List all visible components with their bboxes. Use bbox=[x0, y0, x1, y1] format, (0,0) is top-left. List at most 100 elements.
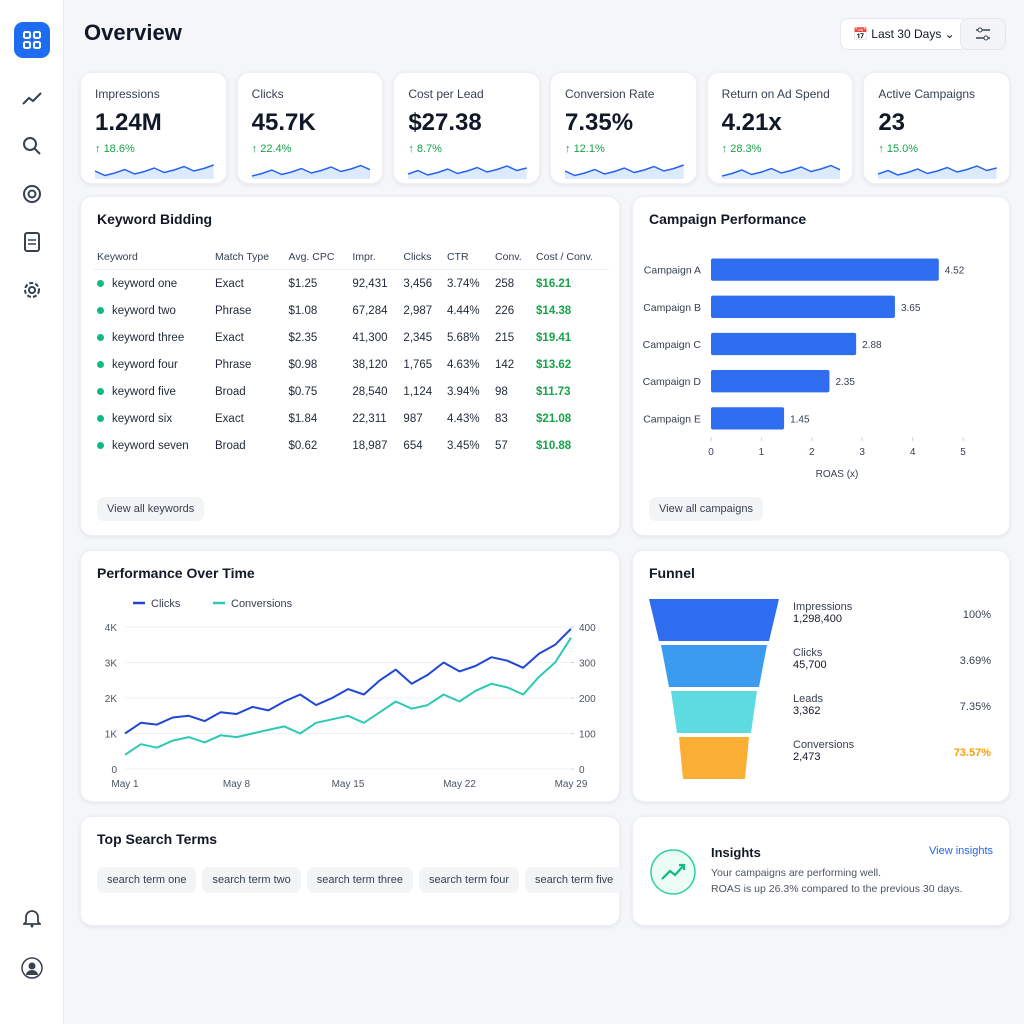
table-row: keyword five Broad $0.75 28,540 1,124 3.94% 98… bbox=[93, 378, 609, 405]
table-body: keyword one Exact $1.25 92,431 3,456 3.74% 258… bbox=[93, 270, 609, 460]
cell-text: 67,284 bbox=[352, 304, 388, 317]
cell-text: 258 bbox=[495, 277, 515, 290]
table-cell: keyword two bbox=[93, 297, 211, 324]
cell-text: 92,431 bbox=[352, 277, 388, 290]
funnel-graphic bbox=[649, 599, 779, 779]
search-term-chip: search term two bbox=[202, 867, 301, 893]
kpi-value: $27.38 bbox=[408, 109, 482, 136]
cell-text: 5.68% bbox=[446, 331, 480, 344]
nav-search[interactable] bbox=[14, 128, 50, 164]
nav-profile[interactable] bbox=[14, 950, 50, 986]
insights-line: Your campaigns are performing well. bbox=[711, 867, 882, 879]
table-row: keyword one Exact $1.25 92,431 3,456 3.74% 258… bbox=[93, 270, 609, 298]
nav-targets[interactable] bbox=[14, 176, 50, 212]
sparkline bbox=[565, 164, 684, 179]
table-cell: 38,120 bbox=[348, 351, 399, 378]
kpi-change: ↑ 12.1% bbox=[565, 143, 605, 155]
table-cell: 215 bbox=[491, 324, 532, 351]
nav-trends[interactable] bbox=[14, 80, 50, 116]
kpi-change: ↑ 15.0% bbox=[878, 143, 919, 155]
table-cell: $1.84 bbox=[285, 405, 349, 432]
sparkline-line bbox=[565, 164, 684, 177]
y2-tick-label: 300 bbox=[579, 659, 596, 670]
table-cell: $21.08 bbox=[532, 405, 609, 432]
card-title: Performance Over Time bbox=[97, 565, 255, 581]
sparkline-area bbox=[408, 166, 527, 179]
insights-icon bbox=[650, 849, 696, 895]
filter-button[interactable] bbox=[960, 18, 1006, 50]
insights-link[interactable]: View insights bbox=[929, 845, 993, 857]
cell-text: $13.62 bbox=[536, 358, 572, 371]
legend-label: Conversions bbox=[231, 598, 293, 610]
legend-label: Clicks bbox=[151, 598, 181, 610]
kpi-card: Return on Ad Spend 4.21x ↑ 28.3% bbox=[706, 72, 854, 184]
funnel-stage-count: 2,473 bbox=[793, 751, 821, 763]
x-axis-label: ROAS (x) bbox=[816, 469, 859, 480]
date-range[interactable]: 📅 Last 30 Days ⌄ bbox=[840, 18, 968, 50]
y-tick-label: Campaign C bbox=[643, 339, 702, 351]
icon bbox=[24, 282, 40, 298]
nav-notifications[interactable] bbox=[14, 900, 50, 936]
kpi-card: Cost per Lead $27.38 ↑ 8.7% bbox=[393, 72, 540, 184]
bar bbox=[711, 407, 785, 430]
search-term-chip: search term five bbox=[525, 867, 624, 893]
nav-settings[interactable] bbox=[14, 272, 50, 308]
table-cell: $10.88 bbox=[532, 432, 609, 459]
insights-title: Insights bbox=[711, 845, 761, 860]
table-cell: 2,987 bbox=[399, 297, 443, 324]
cell-text: 83 bbox=[495, 412, 508, 425]
bar bbox=[711, 295, 895, 318]
y-tick-label: 1K bbox=[105, 730, 118, 741]
card-title: Campaign Performance bbox=[649, 211, 807, 227]
table-cell: 3.74% bbox=[443, 270, 491, 298]
funnel-card: Funnel Impressions 1,298,400 100% Clicks 45,… bbox=[632, 550, 1010, 802]
kpi-label: Impressions bbox=[95, 87, 160, 101]
kpi-change: ↑ 22.4% bbox=[251, 143, 292, 155]
table-cell: Exact bbox=[211, 324, 284, 351]
view-campaigns-button[interactable]: View all campaigns bbox=[649, 497, 763, 521]
cell-text: $19.41 bbox=[536, 331, 572, 344]
y-tick-label: Campaign A bbox=[644, 265, 701, 277]
status-dot bbox=[97, 333, 104, 341]
icon bbox=[23, 31, 41, 49]
kpi-value: 4.21x bbox=[721, 109, 782, 136]
table-cell: keyword five bbox=[93, 378, 211, 405]
table-cell: 1,765 bbox=[399, 351, 443, 378]
cell-text: 1,124 bbox=[403, 385, 433, 398]
funnel-stage bbox=[679, 737, 749, 779]
sparkline bbox=[721, 164, 841, 179]
card-title: Funnel bbox=[649, 565, 695, 581]
funnel-stage bbox=[671, 691, 757, 733]
y-tick-label: 2K bbox=[105, 694, 118, 705]
funnel-stage-name: Leads bbox=[793, 693, 823, 705]
insights-card: Insights Your campaigns are performing w… bbox=[632, 816, 1010, 926]
table-cell: Broad bbox=[211, 378, 284, 405]
view-keywords-button[interactable]: View all keywords bbox=[97, 497, 205, 521]
column-header: Conv. bbox=[491, 245, 533, 270]
kpi-change: ↑ 8.7% bbox=[408, 143, 442, 155]
x-tick-label: May 15 bbox=[332, 779, 365, 790]
cell-text: keyword six bbox=[112, 412, 173, 425]
status-dot bbox=[97, 360, 104, 368]
kpi-value: 7.35% bbox=[565, 109, 634, 136]
nav-reports[interactable] bbox=[14, 224, 50, 260]
x-tick-label: May 29 bbox=[555, 779, 588, 790]
y2-tick-label: 200 bbox=[579, 694, 596, 705]
table-row: keyword six Exact $1.84 22,311 987 4.43% 83 $21… bbox=[93, 405, 609, 432]
cell-text: 38,120 bbox=[352, 358, 388, 371]
sparkline bbox=[408, 165, 527, 179]
cell-text: 1,765 bbox=[403, 358, 433, 371]
kpi-card: Clicks 45.7K ↑ 22.4% bbox=[236, 72, 384, 184]
table-cell: 226 bbox=[491, 297, 532, 324]
x-tick-label: 3 bbox=[859, 447, 865, 458]
nav-overview[interactable] bbox=[14, 22, 50, 58]
data-label: 3.65 bbox=[901, 303, 921, 314]
table-row: keyword four Phrase $0.98 38,120 1,765 4.63% 1… bbox=[93, 351, 609, 378]
table-cell: 67,284 bbox=[348, 297, 399, 324]
funnel-stage-info: Clicks 45,700 bbox=[793, 647, 827, 671]
funnel-stage-info: Leads 3,362 bbox=[793, 693, 823, 717]
kpi-value: 23 bbox=[878, 109, 906, 136]
funnel-stage-info: Conversions 2,473 bbox=[793, 739, 854, 763]
icon bbox=[23, 185, 41, 203]
cell-text: Exact bbox=[215, 412, 244, 425]
